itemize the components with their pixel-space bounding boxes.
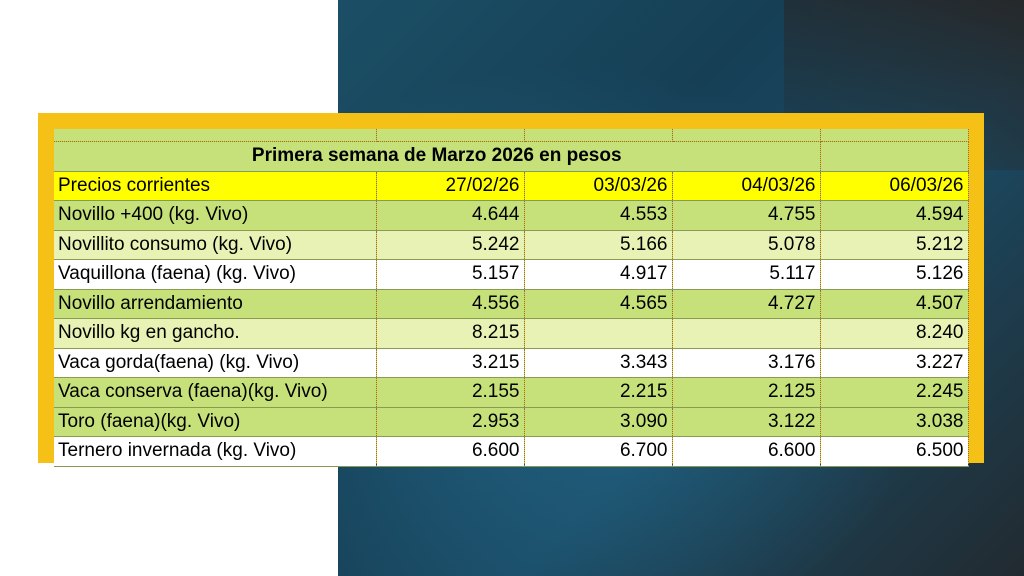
row-label: Toro (faena)(kg. Vivo) xyxy=(54,407,377,437)
date-header-2: 03/03/26 xyxy=(524,171,673,201)
price-cell: 6.600 xyxy=(376,436,525,467)
price-cell: 8.215 xyxy=(376,318,525,349)
table-row: Ternero invernada (kg. Vivo) 6.600 6.700 6.… xyxy=(54,436,969,467)
price-cell: 5.078 xyxy=(672,230,821,260)
table-row: Novillo kg en gancho. 8.215 8.240 xyxy=(54,318,969,349)
price-cell: 2.215 xyxy=(524,377,673,408)
table-row: Vaquillona (faena) (kg. Vivo) 5.157 4.917 5… xyxy=(54,259,969,290)
table-title: Primera semana de Marzo 2026 en pesos xyxy=(54,141,821,172)
price-cell: 4.556 xyxy=(376,289,525,319)
row-label: Novillo kg en gancho. xyxy=(54,318,377,349)
price-cell: 3.090 xyxy=(524,407,673,437)
price-cell xyxy=(524,318,673,349)
price-cell: 3.227 xyxy=(820,348,969,378)
row-label: Vaca gorda(faena) (kg. Vivo) xyxy=(54,348,377,378)
blank-row xyxy=(54,129,969,142)
table-row: Vaca gorda(faena) (kg. Vivo) 3.215 3.343 3.… xyxy=(54,348,969,378)
row-label: Novillito consumo (kg. Vivo) xyxy=(54,230,377,260)
table-row: Toro (faena)(kg. Vivo) 2.953 3.090 3.122 3.0… xyxy=(54,407,969,437)
price-cell: 8.240 xyxy=(820,318,969,349)
price-cell: 3.038 xyxy=(820,407,969,437)
price-cell: 2.125 xyxy=(672,377,821,408)
price-cell: 4.644 xyxy=(376,200,525,231)
price-table-container: Primera semana de Marzo 2026 en pesos Pr… xyxy=(54,129,969,467)
price-cell: 6.600 xyxy=(672,436,821,467)
price-cell: 5.157 xyxy=(376,259,525,290)
price-cell: 3.176 xyxy=(672,348,821,378)
price-cell: 4.755 xyxy=(672,200,821,231)
price-cell: 3.343 xyxy=(524,348,673,378)
price-cell: 2.953 xyxy=(376,407,525,437)
header-label: Precios corrientes xyxy=(54,171,377,201)
title-row: Primera semana de Marzo 2026 en pesos xyxy=(54,141,969,172)
row-label: Novillo arrendamiento xyxy=(54,289,377,319)
table-row: Novillo +400 (kg. Vivo) 4.644 4.553 4.755 4.… xyxy=(54,200,969,231)
price-cell xyxy=(672,318,821,349)
price-cell: 6.700 xyxy=(524,436,673,467)
price-cell: 5.212 xyxy=(820,230,969,260)
table-row: Vaca conserva (faena)(kg. Vivo) 2.155 2.21… xyxy=(54,377,969,408)
price-sheet: Primera semana de Marzo 2026 en pesos Pr… xyxy=(38,113,984,467)
price-cell: 4.565 xyxy=(524,289,673,319)
price-cell: 4.917 xyxy=(524,259,673,290)
date-header-4: 06/03/26 xyxy=(820,171,969,201)
row-label: Vaca conserva (faena)(kg. Vivo) xyxy=(54,377,377,408)
row-label: Vaquillona (faena) (kg. Vivo) xyxy=(54,259,377,290)
price-cell: 3.122 xyxy=(672,407,821,437)
price-table: Primera semana de Marzo 2026 en pesos Pr… xyxy=(54,129,969,467)
price-cell: 4.594 xyxy=(820,200,969,231)
table-row: Novillito consumo (kg. Vivo) 5.242 5.166 5.… xyxy=(54,230,969,260)
price-cell: 4.727 xyxy=(672,289,821,319)
price-cell: 6.500 xyxy=(820,436,969,467)
price-cell: 2.245 xyxy=(820,377,969,408)
date-header-1: 27/02/26 xyxy=(376,171,525,201)
price-cell: 2.155 xyxy=(376,377,525,408)
price-cell: 4.553 xyxy=(524,200,673,231)
row-label: Novillo +400 (kg. Vivo) xyxy=(54,200,377,231)
price-cell: 5.242 xyxy=(376,230,525,260)
header-row: Precios corrientes 27/02/26 03/03/26 04/… xyxy=(54,171,969,201)
date-header-3: 04/03/26 xyxy=(672,171,821,201)
price-cell: 4.507 xyxy=(820,289,969,319)
price-cell: 5.126 xyxy=(820,259,969,290)
price-cell: 3.215 xyxy=(376,348,525,378)
price-cell: 5.117 xyxy=(672,259,821,290)
table-row: Novillo arrendamiento 4.556 4.565 4.727 4.50… xyxy=(54,289,969,319)
price-cell: 5.166 xyxy=(524,230,673,260)
row-label: Ternero invernada (kg. Vivo) xyxy=(54,436,377,467)
